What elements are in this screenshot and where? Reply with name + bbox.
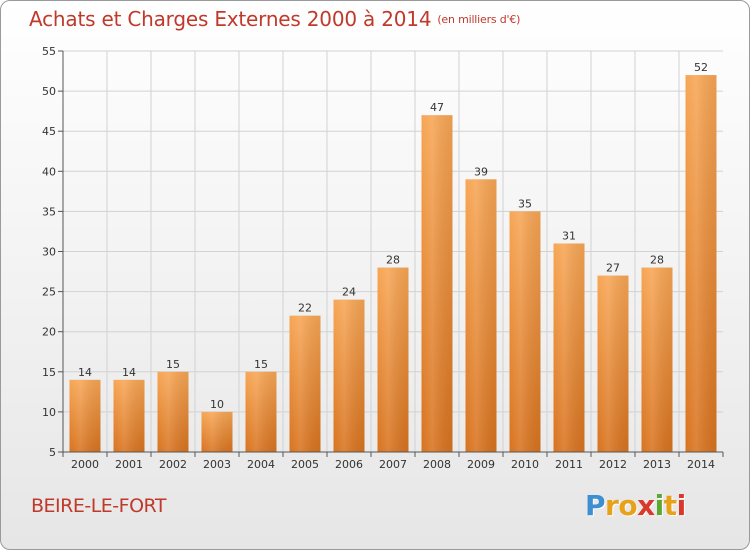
logo-letter: x xyxy=(637,489,655,522)
x-tick-label: 2000 xyxy=(71,458,99,471)
labels: 5 10 15 20 25 30 35 40 45 50 55 14 2000 14 2001 15 2002 1… xyxy=(42,45,715,471)
bar-shine xyxy=(333,299,365,452)
data-label: 15 xyxy=(166,358,180,371)
y-tick-label: 45 xyxy=(42,125,56,138)
data-label: 35 xyxy=(518,197,532,210)
x-tick-label: 2008 xyxy=(423,458,451,471)
x-tick-label: 2006 xyxy=(335,458,363,471)
logo-letter: i xyxy=(676,489,687,522)
bar-shine xyxy=(685,75,717,452)
x-tick-label: 2012 xyxy=(599,458,627,471)
x-tick-label: 2011 xyxy=(555,458,583,471)
data-label: 27 xyxy=(606,262,620,275)
bar-shine xyxy=(597,275,629,452)
bar-shine xyxy=(69,379,101,452)
logo-letter: o xyxy=(618,489,638,522)
x-tick-label: 2001 xyxy=(115,458,143,471)
data-label: 28 xyxy=(386,254,400,267)
x-tick-label: 2007 xyxy=(379,458,407,471)
x-tick-label: 2014 xyxy=(687,458,715,471)
bar-shine xyxy=(245,371,277,452)
bars xyxy=(69,75,717,452)
data-label: 31 xyxy=(562,229,576,242)
y-tick-label: 35 xyxy=(42,205,56,218)
location-name: BEIRE-LE-FORT xyxy=(31,495,166,517)
data-label: 52 xyxy=(694,61,708,74)
logo-letter: r xyxy=(605,489,619,522)
y-tick-label: 55 xyxy=(42,45,56,58)
bar-shine xyxy=(465,179,497,452)
logo-letter: t xyxy=(663,489,677,522)
x-tick-label: 2002 xyxy=(159,458,187,471)
y-tick-label: 20 xyxy=(42,326,56,339)
axes xyxy=(58,50,724,457)
y-tick-label: 40 xyxy=(42,165,56,178)
bar-shine xyxy=(509,211,541,452)
y-tick-label: 5 xyxy=(49,446,56,459)
x-tick-label: 2010 xyxy=(511,458,539,471)
y-tick-label: 50 xyxy=(42,85,56,98)
data-label: 10 xyxy=(210,398,224,411)
y-tick-label: 25 xyxy=(42,286,56,299)
data-label: 28 xyxy=(650,254,664,267)
bar-shine xyxy=(421,115,453,452)
bar-shine xyxy=(201,411,233,452)
data-label: 24 xyxy=(342,286,356,299)
x-tick-label: 2009 xyxy=(467,458,495,471)
bar-shine xyxy=(377,267,409,452)
data-label: 15 xyxy=(254,358,268,371)
bar-shine xyxy=(641,267,673,452)
logo-letter: i xyxy=(654,489,665,522)
bar-shine xyxy=(553,243,585,452)
x-tick-label: 2003 xyxy=(203,458,231,471)
chart-title: Achats et Charges Externes 2000 à 2014 (e… xyxy=(29,7,520,31)
data-label: 39 xyxy=(474,165,488,178)
bar-shine xyxy=(289,315,321,452)
chart-subtitle: (en milliers d'€) xyxy=(437,13,521,26)
bar-shine xyxy=(113,379,145,452)
x-tick-label: 2004 xyxy=(247,458,275,471)
y-tick-label: 10 xyxy=(42,406,56,419)
data-label: 22 xyxy=(298,302,312,315)
bar-shine xyxy=(157,371,189,452)
x-tick-label: 2013 xyxy=(643,458,671,471)
y-tick-label: 30 xyxy=(42,246,56,259)
logo-letter: P xyxy=(585,489,606,522)
data-label: 14 xyxy=(122,366,136,379)
chart-title-text: Achats et Charges Externes 2000 à 2014 xyxy=(29,7,432,31)
proxiti-logo: Proxiti xyxy=(585,489,686,522)
data-label: 14 xyxy=(78,366,92,379)
x-tick-label: 2005 xyxy=(291,458,319,471)
data-label: 47 xyxy=(430,101,444,114)
y-tick-label: 15 xyxy=(42,366,56,379)
